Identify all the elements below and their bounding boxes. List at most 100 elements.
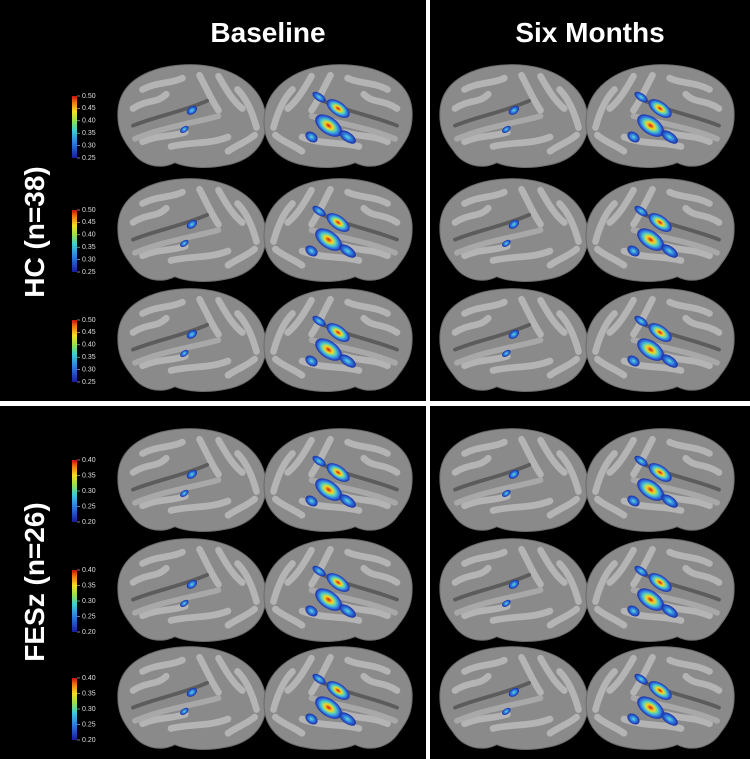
sulcus — [606, 296, 637, 336]
sulcus — [139, 710, 189, 728]
sulcus — [272, 713, 306, 737]
sylvian-fissure — [453, 212, 532, 242]
sulcus — [139, 188, 186, 207]
colorbar-tick-label: 0.50 — [82, 317, 96, 324]
brain-images — [117, 64, 735, 750]
cortex — [439, 288, 589, 392]
sulcus — [592, 310, 618, 355]
colorbar — [72, 210, 77, 272]
brain — [117, 288, 267, 392]
activation — [326, 463, 350, 482]
sulcus — [489, 133, 554, 150]
activation — [502, 599, 511, 607]
cortex — [117, 288, 267, 392]
sulcus — [594, 131, 628, 155]
sulcus — [546, 131, 580, 155]
sulcus — [139, 656, 186, 675]
sulcus — [272, 131, 306, 155]
colorbar-tick-label: 0.20 — [82, 737, 96, 744]
cortex — [117, 178, 267, 282]
sulcus — [129, 454, 170, 476]
activation — [339, 130, 356, 144]
activation — [326, 323, 350, 342]
sulcus — [461, 74, 508, 93]
colorbar-tick-label: 0.40 — [82, 118, 96, 125]
activation — [305, 355, 318, 367]
sulcus — [666, 548, 713, 567]
sulcus — [167, 497, 232, 514]
sulcus — [682, 454, 723, 476]
activation — [508, 219, 520, 229]
activation — [315, 338, 342, 361]
sulcus — [360, 204, 401, 226]
activation — [634, 565, 648, 577]
sulcus — [518, 653, 544, 696]
activation — [502, 489, 511, 497]
sulcus — [451, 672, 492, 694]
activation — [339, 712, 356, 726]
activation — [180, 349, 189, 357]
sulcus — [196, 71, 222, 114]
cortex — [439, 64, 589, 168]
sulcus — [556, 200, 582, 245]
sulcus — [139, 298, 186, 317]
sulcus — [606, 654, 637, 694]
sulcus — [666, 656, 713, 675]
sulcus — [234, 86, 260, 131]
activation — [508, 687, 520, 697]
activation — [305, 713, 318, 725]
sulcus — [270, 86, 296, 131]
sylvian-fissure — [131, 212, 210, 242]
activation — [180, 707, 189, 715]
colorbar-tick-label: 0.45 — [82, 329, 96, 336]
sulcus — [666, 298, 713, 317]
activation — [326, 213, 350, 232]
activation — [326, 573, 350, 592]
sulcus — [139, 438, 186, 457]
sulcus — [224, 495, 258, 519]
activation — [637, 588, 664, 611]
activation — [315, 114, 342, 137]
activation — [634, 455, 648, 467]
sulcus — [234, 200, 260, 245]
brain — [117, 64, 267, 168]
sulcus — [270, 560, 296, 605]
sulcus — [272, 495, 306, 519]
activation — [315, 588, 342, 611]
temporal-gyrus — [454, 587, 544, 616]
sulcus — [215, 546, 246, 586]
activation — [661, 130, 678, 144]
activation — [326, 681, 350, 700]
activation — [627, 605, 640, 617]
activation — [634, 673, 648, 685]
activation — [180, 125, 189, 133]
sulcus — [272, 605, 306, 629]
cortex — [439, 646, 589, 750]
sulcus — [537, 72, 568, 112]
activation — [637, 114, 664, 137]
brain — [117, 646, 267, 750]
colorbar-tick-label: 0.30 — [82, 488, 96, 495]
sulcus — [489, 715, 554, 732]
colorbar-tick-label: 0.20 — [82, 629, 96, 636]
sulcus — [518, 295, 544, 338]
sulcus — [215, 436, 246, 476]
sulcus — [139, 242, 189, 260]
sulcus — [518, 185, 544, 228]
sulcus — [167, 247, 232, 264]
brain — [585, 538, 735, 642]
sulcus — [489, 607, 554, 624]
activation — [502, 349, 511, 357]
activation — [661, 354, 678, 368]
sulcus — [461, 242, 511, 260]
activation — [502, 239, 511, 247]
activation — [312, 455, 326, 467]
colorbar-tick-label: 0.40 — [82, 342, 96, 349]
sulcus — [606, 546, 637, 586]
colorbar — [72, 460, 77, 522]
sulcus — [344, 548, 391, 567]
brain — [585, 178, 735, 282]
cortex — [439, 428, 589, 532]
sylvian-fissure — [131, 572, 210, 602]
sulcus — [592, 86, 618, 131]
